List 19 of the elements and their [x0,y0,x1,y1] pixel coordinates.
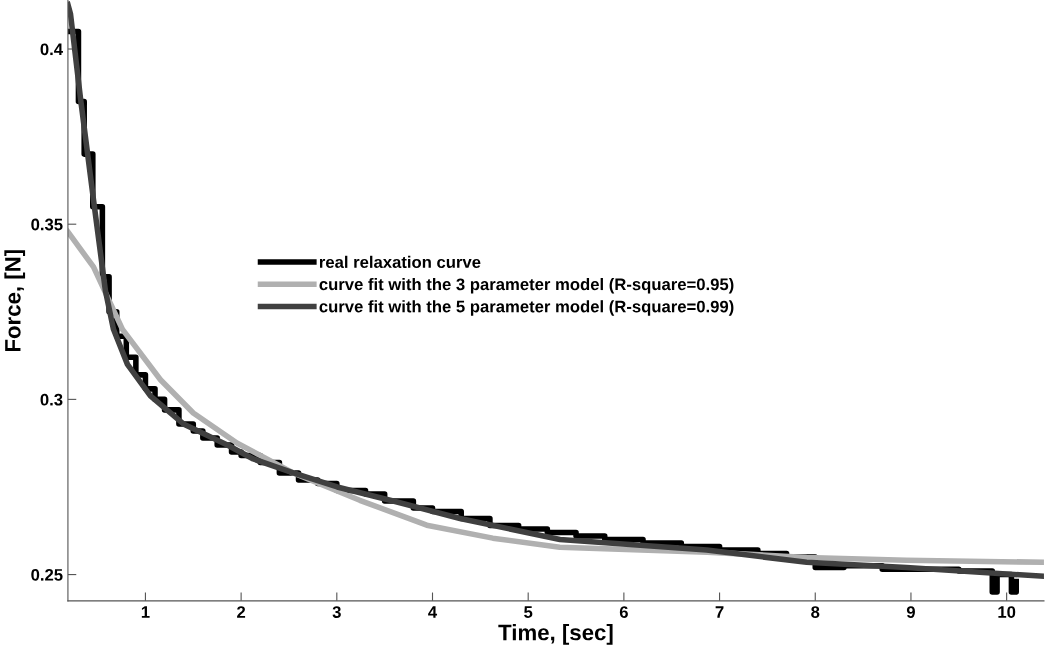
legend-label: curve fit with the 5 parameter model (R-square=0.99) [319,300,734,316]
y-axis-title: Force, [N] [4,250,26,352]
legend-label: real relaxation curve [319,255,481,269]
legend-label: curve fit with the 3 parameter model (R-square=0.95) [319,277,734,294]
x-tick-label: 10 [998,606,1016,618]
x-tick-label: 4 [428,606,438,618]
x-tick-label: 2 [237,606,246,618]
x-tick-label: 9 [906,606,915,618]
x-tick-label: 8 [811,606,820,618]
x-tick-label: 7 [715,606,724,618]
y-tick-label: 0.35 [31,218,63,231]
y-tick-label: 0.3 [40,393,63,406]
y-tick-label: 0.25 [31,568,63,581]
x-tick-label: 1 [141,606,150,618]
x-tick-label: 3 [332,606,341,618]
x-axis-title: Time, [sec] [498,624,613,645]
y-tick-label: 0.4 [40,43,63,56]
x-tick-label: 6 [619,606,628,618]
x-tick-label: 5 [524,606,533,618]
